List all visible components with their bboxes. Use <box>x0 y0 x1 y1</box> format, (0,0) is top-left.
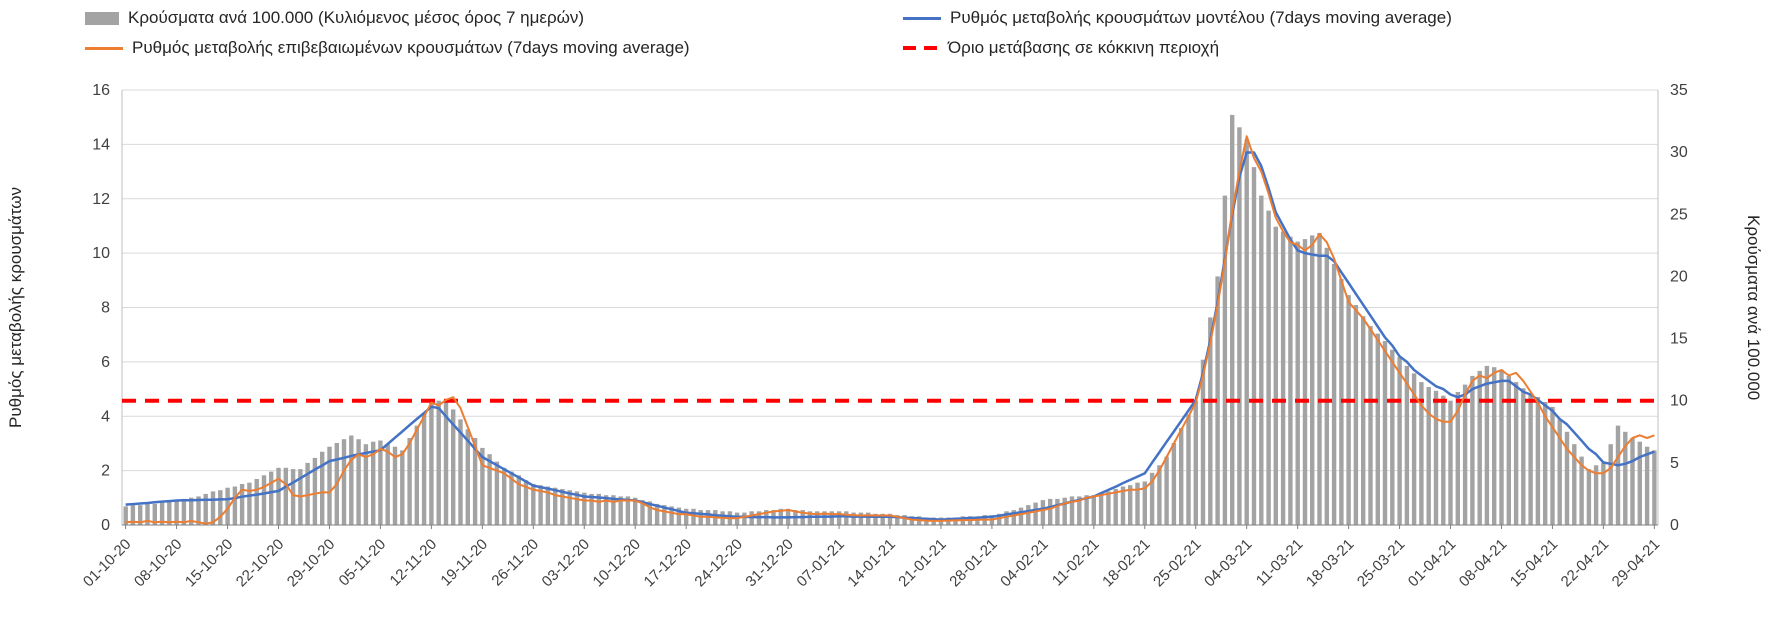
svg-text:30: 30 <box>1670 144 1688 161</box>
svg-text:01-10-20: 01-10-20 <box>80 536 134 590</box>
threshold-dash-swatch <box>903 46 939 50</box>
svg-text:5: 5 <box>1670 455 1679 472</box>
bars-series <box>123 114 1657 526</box>
svg-text:0: 0 <box>1670 517 1679 534</box>
svg-text:04-02-21: 04-02-21 <box>997 536 1051 590</box>
legend-label-confirmed-rate: Ρυθμός μεταβολής επιβεβαιωμένων κρουσμάτ… <box>132 38 690 57</box>
svg-text:24-12-20: 24-12-20 <box>691 536 745 590</box>
chart-legend: Κρούσματα ανά 100.000 (Κυλιόμενος μέσος … <box>85 8 1452 58</box>
svg-text:25: 25 <box>1670 206 1688 223</box>
svg-text:6: 6 <box>101 354 110 371</box>
svg-text:11-02-21: 11-02-21 <box>1049 536 1103 590</box>
svg-text:08-04-21: 08-04-21 <box>1456 536 1510 590</box>
svg-text:4: 4 <box>101 408 110 425</box>
svg-text:28-01-21: 28-01-21 <box>946 536 1000 590</box>
svg-text:04-03-21: 04-03-21 <box>1201 536 1255 590</box>
svg-text:16: 16 <box>92 82 110 99</box>
legend-item-model-rate: Ρυθμός μεταβολής κρουσμάτων μοντέλου (7d… <box>903 8 1452 28</box>
svg-text:07-01-21: 07-01-21 <box>793 536 847 590</box>
svg-text:15-10-20: 15-10-20 <box>182 536 236 590</box>
svg-text:12: 12 <box>92 191 110 208</box>
cases-bar-swatch <box>85 11 119 25</box>
svg-text:15: 15 <box>1670 331 1688 348</box>
legend-label-cases-bars: Κρούσματα ανά 100.000 (Κυλιόμενος μέσος … <box>128 8 585 27</box>
svg-text:03-12-20: 03-12-20 <box>539 536 593 590</box>
svg-text:11-03-21: 11-03-21 <box>1253 536 1307 590</box>
svg-text:20: 20 <box>1670 268 1688 285</box>
svg-text:21-01-21: 21-01-21 <box>895 536 949 590</box>
svg-text:8: 8 <box>101 300 110 317</box>
svg-text:29-10-20: 29-10-20 <box>284 536 338 590</box>
right-axis-title: Κρούσματα ανά 100.000 <box>1744 215 1763 401</box>
svg-text:22-04-21: 22-04-21 <box>1558 536 1612 590</box>
confirmed-line <box>125 135 1655 525</box>
svg-text:18-02-21: 18-02-21 <box>1099 536 1153 590</box>
svg-text:25-02-21: 25-02-21 <box>1150 536 1204 590</box>
svg-text:25-03-21: 25-03-21 <box>1354 536 1408 590</box>
svg-text:18-03-21: 18-03-21 <box>1303 536 1357 590</box>
svg-text:10: 10 <box>1670 393 1688 410</box>
svg-text:22-10-20: 22-10-20 <box>233 536 287 590</box>
svg-text:35: 35 <box>1670 82 1688 99</box>
svg-text:15-04-21: 15-04-21 <box>1507 536 1561 590</box>
legend-label-red-threshold: Όριο μετάβασης σε κόκκινη περιοχή <box>948 38 1220 57</box>
svg-text:05-11-20: 05-11-20 <box>336 536 390 590</box>
svg-text:29-04-21: 29-04-21 <box>1609 536 1663 590</box>
svg-text:0: 0 <box>101 517 110 534</box>
svg-text:19-11-20: 19-11-20 <box>437 536 491 590</box>
x-axis-ticks: 01-10-2008-10-2015-10-2022-10-2029-10-20… <box>80 525 1663 590</box>
svg-text:14-01-21: 14-01-21 <box>844 536 898 590</box>
svg-text:2: 2 <box>101 463 110 480</box>
confirmed-line-swatch <box>85 46 123 50</box>
gridlines <box>122 89 1658 472</box>
svg-text:12-11-20: 12-11-20 <box>387 536 441 590</box>
legend-item-red-threshold: Όριο μετάβασης σε κόκκινη περιοχή <box>903 38 1452 58</box>
svg-text:26-11-20: 26-11-20 <box>488 536 542 590</box>
left-axis-ticks: 0 2 4 6 8 10 12 14 16 <box>92 82 110 534</box>
legend-item-cases-bars: Κρούσματα ανά 100.000 (Κυλιόμενος μέσος … <box>85 8 903 28</box>
svg-text:31-12-20: 31-12-20 <box>742 536 796 590</box>
svg-text:08-10-20: 08-10-20 <box>131 536 185 590</box>
legend-item-confirmed-rate: Ρυθμός μεταβολής επιβεβαιωμένων κρουσμάτ… <box>85 38 903 58</box>
svg-text:14: 14 <box>92 136 110 153</box>
svg-text:10: 10 <box>92 245 110 262</box>
svg-text:10-12-20: 10-12-20 <box>590 536 644 590</box>
model-line <box>125 151 1655 521</box>
svg-text:17-12-20: 17-12-20 <box>641 536 695 590</box>
svg-text:01-04-21: 01-04-21 <box>1405 536 1459 590</box>
right-axis-ticks: 0 5 10 15 20 25 30 35 <box>1670 82 1688 534</box>
legend-label-model-rate: Ρυθμός μεταβολής κρουσμάτων μοντέλου (7d… <box>950 8 1452 27</box>
model-line-swatch <box>903 16 941 20</box>
